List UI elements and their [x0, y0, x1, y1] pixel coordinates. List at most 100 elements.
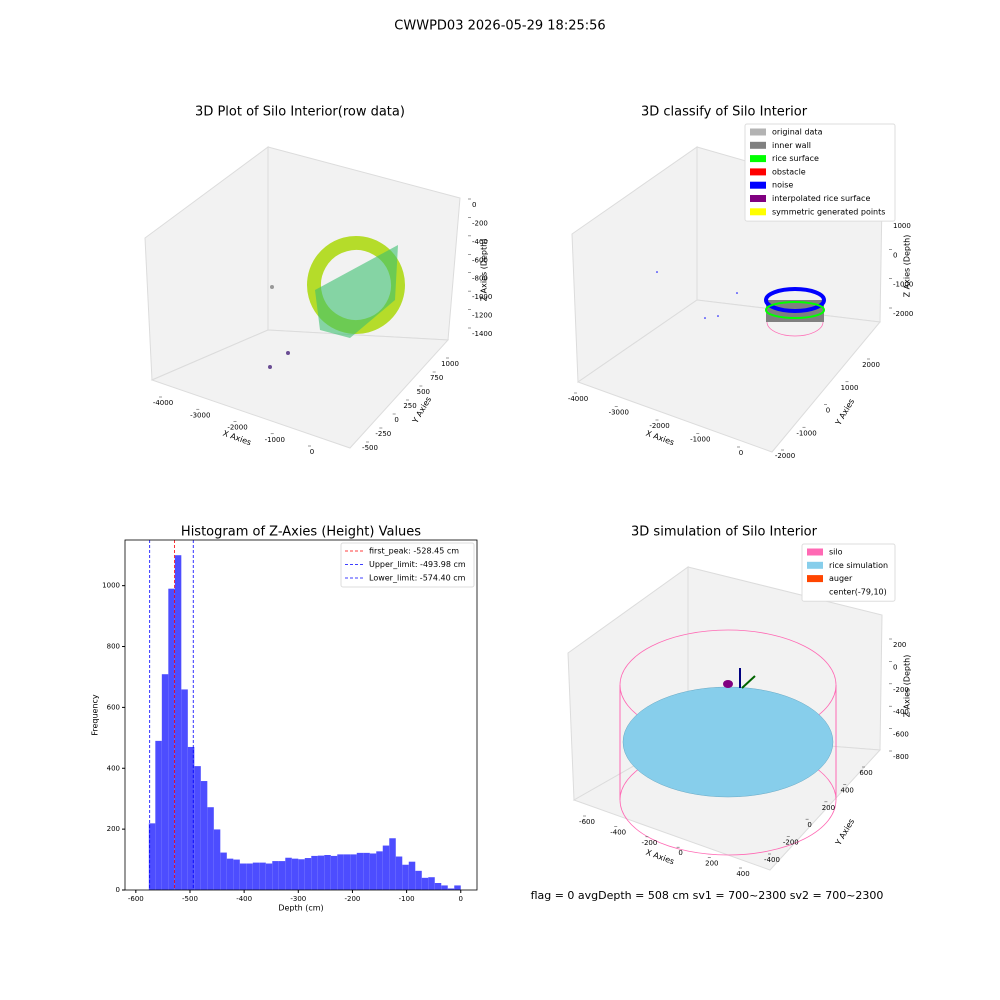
bar — [311, 855, 318, 890]
y-axis-label: Y Axies — [410, 395, 433, 425]
z-tick-label: 0 — [893, 251, 897, 259]
legend-swatch — [750, 141, 766, 149]
legend-label: center(-79,10) — [829, 587, 887, 596]
legend-label: noise — [772, 181, 793, 190]
bar — [155, 740, 162, 890]
y-tick-label: 750 — [430, 374, 443, 382]
status-text: flag = 0 avgDepth = 508 cm sv1 = 700~230… — [531, 889, 884, 902]
x-tick-label: -600 — [128, 895, 144, 903]
y-tick-label: 200 — [822, 804, 835, 812]
y-tick-label: 250 — [403, 402, 416, 410]
y-tick-label: 1000 — [441, 360, 459, 368]
legend-swatch — [750, 128, 766, 136]
legend-label: obstacle — [772, 167, 806, 176]
bar — [330, 855, 338, 890]
x-tick-label: -400 — [610, 828, 626, 836]
y-axis-label: Frequency — [91, 694, 100, 736]
legend-label: first_peak: -528.45 cm — [369, 547, 459, 556]
bar — [181, 689, 188, 890]
x-tick-label: -600 — [579, 818, 595, 826]
bar — [291, 858, 299, 890]
bar — [324, 855, 331, 890]
legend-swatch — [750, 208, 766, 216]
z-tick-label: -1400 — [472, 330, 492, 338]
legend-label: interpolated rice surface — [772, 194, 870, 203]
bar — [174, 555, 182, 890]
x-tick-label: 0 — [739, 449, 743, 457]
y-tick-label: 0 — [807, 821, 811, 829]
x-axis-label: X Axies — [645, 429, 676, 448]
y-tick-label: 600 — [107, 703, 120, 711]
x-tick-label: -400 — [236, 895, 252, 903]
z-tick-label: -400 — [472, 238, 488, 246]
legend-swatch — [750, 181, 766, 189]
y-tick-label: 0 — [826, 407, 830, 415]
bar — [226, 858, 234, 890]
y-tick-label: 1000 — [102, 582, 120, 590]
bar — [213, 829, 221, 890]
bar — [447, 888, 455, 890]
x-tick-label: -2000 — [227, 424, 247, 432]
z-axis-label: Z Axies (Depth) — [480, 239, 489, 302]
bar — [389, 838, 396, 890]
z-tick-label: -200 — [472, 219, 488, 227]
legend-label: inner wall — [772, 141, 811, 150]
bar — [408, 861, 416, 890]
z-tick-label: 0 — [893, 663, 897, 671]
z-tick-label: 1000 — [893, 222, 911, 230]
z-tick-label: -1000 — [893, 281, 913, 289]
bar — [304, 858, 312, 890]
x-tick-label: -3000 — [609, 409, 629, 417]
z-tick-label: -1200 — [472, 312, 492, 320]
legend-label: rice surface — [772, 154, 819, 163]
chart-title: 3D simulation of Silo Interior — [631, 525, 818, 540]
x-tick-label: 200 — [705, 860, 718, 868]
bar — [337, 854, 344, 890]
y-tick-label: -500 — [362, 444, 378, 452]
bar — [200, 781, 208, 890]
legend-swatch — [750, 155, 766, 163]
z-tick-label: -2000 — [893, 310, 913, 318]
bar — [161, 674, 169, 890]
legend-swatch — [807, 561, 823, 569]
legend-label: Upper_limit: -493.98 cm — [369, 560, 466, 569]
panes-4 — [567, 566, 883, 871]
x-tick-label: -200 — [345, 895, 361, 903]
bar — [194, 766, 201, 890]
bar — [428, 877, 435, 890]
bar — [187, 746, 195, 890]
x-tick-label: 0 — [459, 895, 463, 903]
x-tick-label: 0 — [678, 849, 682, 857]
bar — [376, 851, 383, 890]
bar — [434, 883, 442, 890]
legend-label: symmetric generated points — [772, 207, 885, 216]
panes-1 — [144, 146, 461, 449]
bar — [207, 807, 214, 890]
bar — [402, 864, 409, 890]
y-tick-label: -400 — [764, 856, 780, 864]
z-tick-label: -1000 — [472, 293, 492, 301]
x-tick-label: -1000 — [690, 436, 710, 444]
bar — [298, 859, 305, 890]
y-tick-label: 2000 — [862, 361, 880, 369]
z-tick-label: -600 — [893, 731, 909, 739]
legend-box — [744, 123, 896, 222]
z-tick-label: 200 — [893, 641, 906, 649]
plot-frame — [124, 539, 478, 891]
legend-swatch — [750, 195, 766, 202]
y-tick-label: 1000 — [841, 384, 859, 392]
legend-swatch — [807, 575, 823, 583]
legend-swatch — [807, 588, 823, 596]
bar — [272, 861, 279, 890]
x-axis-label: Depth (cm) — [278, 904, 323, 913]
y-tick-label: 0 — [116, 886, 120, 894]
chart-title: 3D Plot of Silo Interior(row data) — [195, 105, 405, 120]
x-tick-label: -4000 — [568, 395, 588, 403]
z-tick-label: 0 — [472, 201, 476, 209]
bar — [220, 852, 227, 890]
x-axis-label: X Axies — [222, 429, 253, 448]
bar — [239, 863, 247, 890]
y-axis-label: Y Axies — [833, 397, 856, 427]
y-tick-label: -2000 — [775, 452, 795, 460]
bar — [454, 885, 461, 890]
